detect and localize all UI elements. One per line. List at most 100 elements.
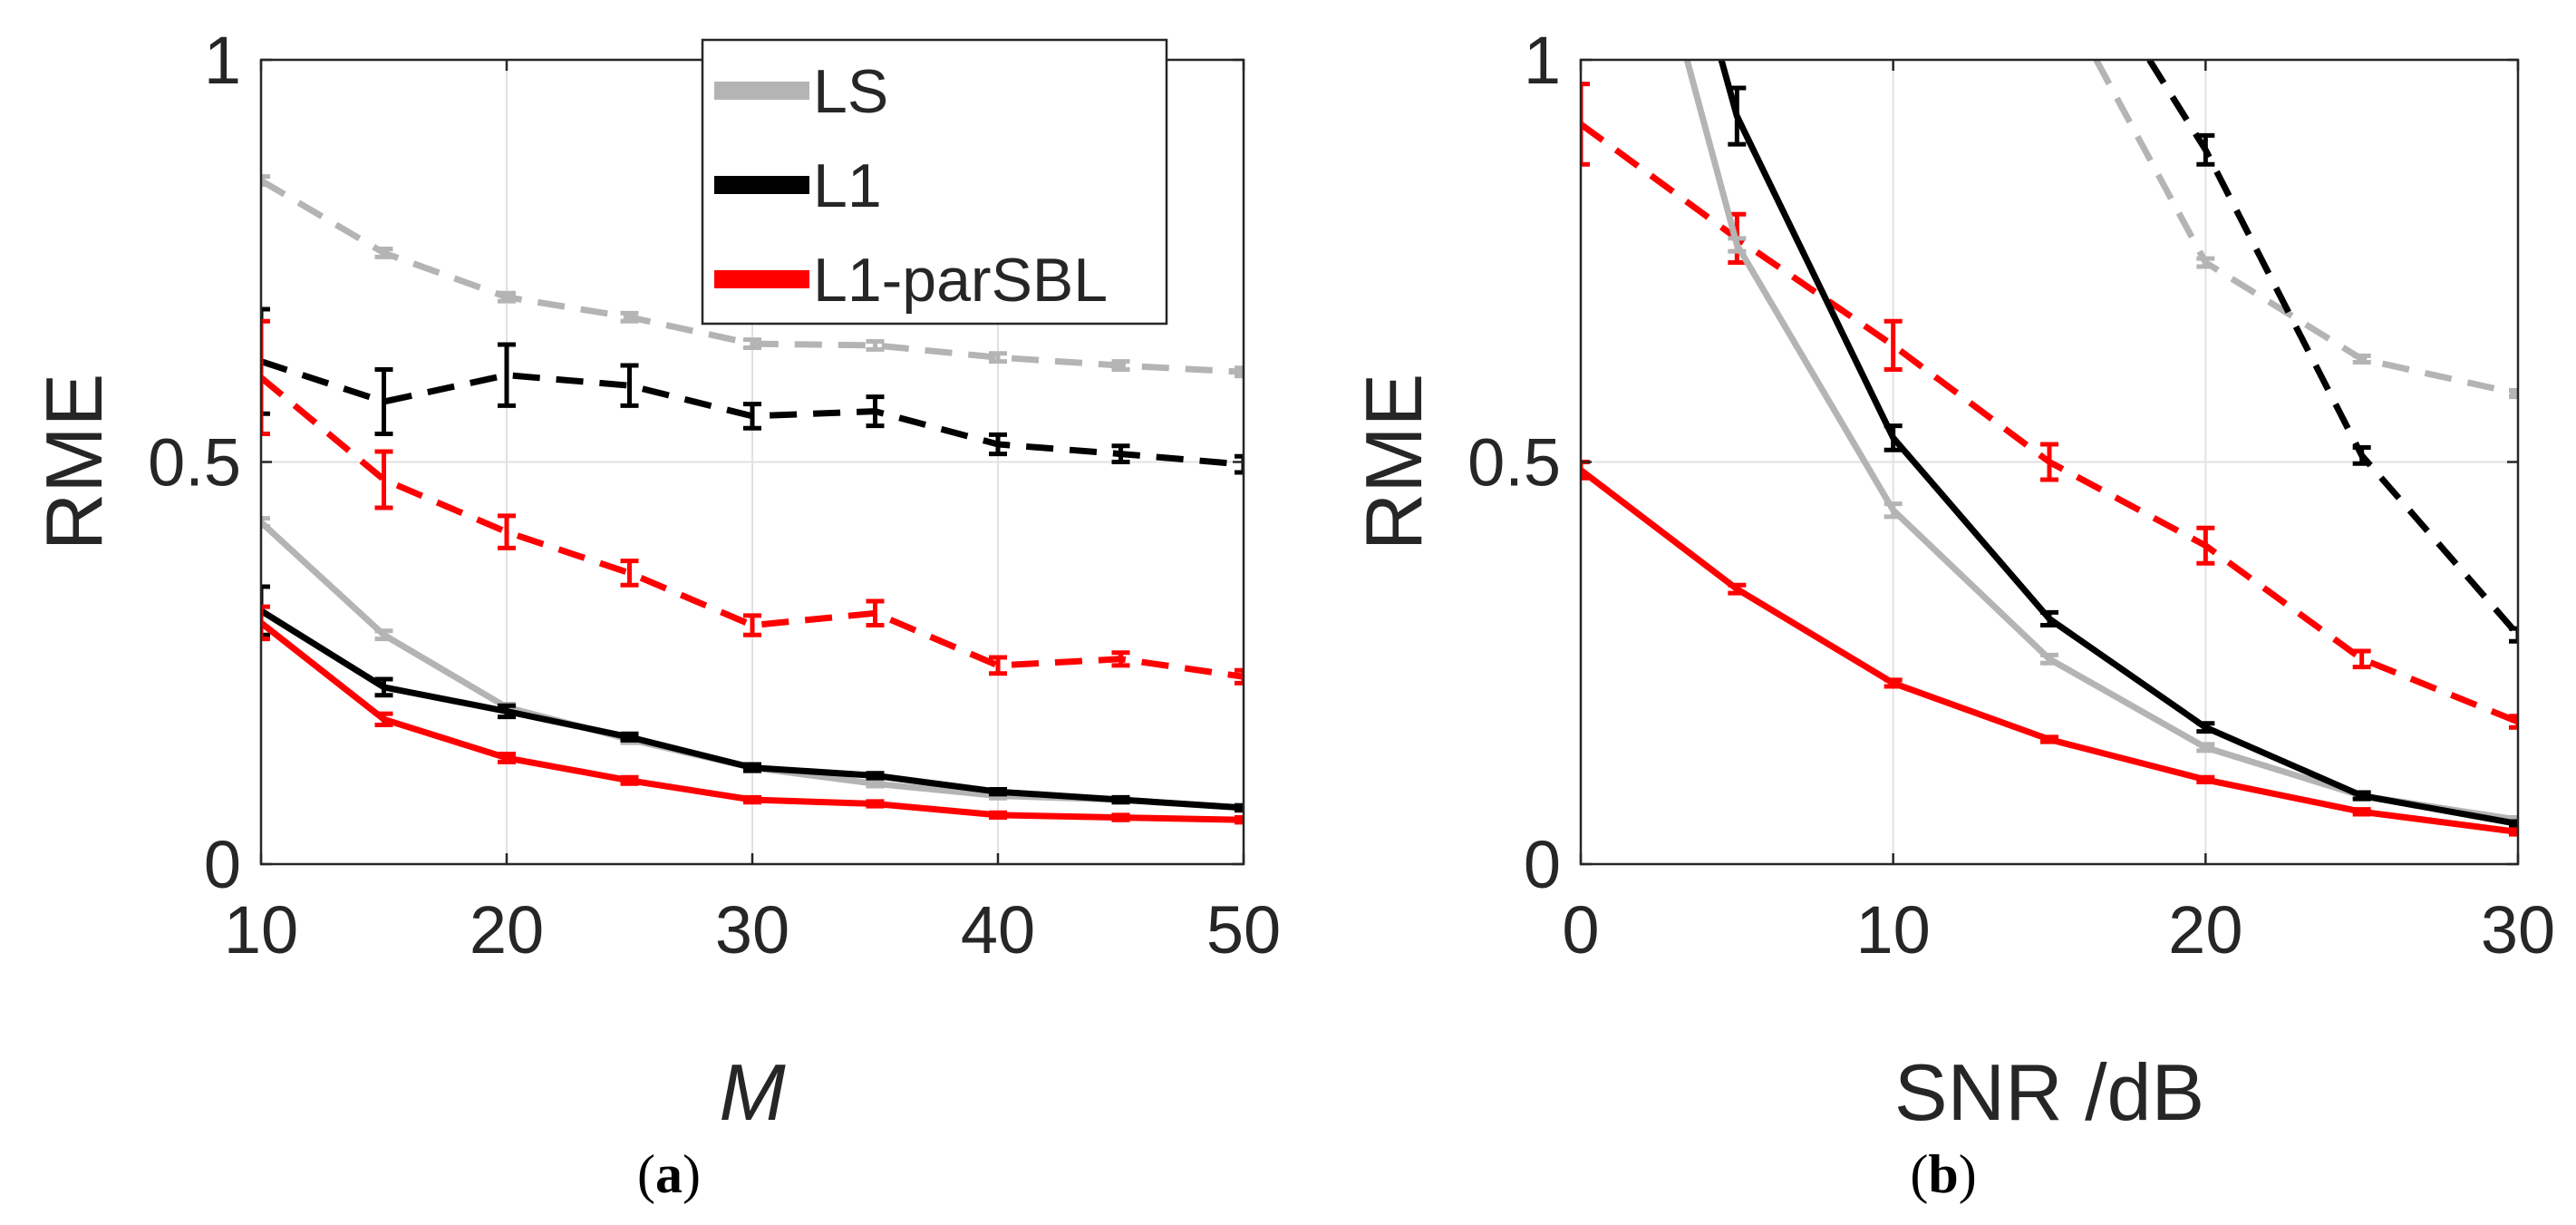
error-bar	[620, 731, 639, 743]
error-bar	[1728, 236, 1747, 254]
error-bar	[2040, 652, 2058, 666]
error-bar	[498, 342, 516, 408]
error-bar	[989, 432, 1007, 457]
error-bar	[743, 337, 761, 351]
x-tick-label: 20	[2168, 892, 2242, 967]
y-tick-label: 0.5	[1467, 425, 1561, 501]
error-bar	[2040, 609, 2058, 628]
error-bar	[2352, 445, 2371, 466]
error-bar	[866, 598, 885, 628]
error-bar	[498, 703, 516, 720]
error-bar	[261, 306, 270, 416]
error-bar	[1111, 812, 1130, 822]
series-line-l1-parsbl-solid	[1581, 467, 2518, 835]
error-bar	[2509, 388, 2518, 400]
error-bar	[989, 810, 1007, 821]
error-bar	[2509, 626, 2518, 644]
error-bar	[1884, 318, 1903, 372]
series-line-l1-dashed	[2146, 60, 2518, 637]
error-bar	[2352, 353, 2371, 365]
error-bar	[2352, 790, 2371, 802]
caption-b: (b)	[1910, 1144, 1976, 1204]
error-bar	[261, 584, 270, 637]
error-bar	[1111, 359, 1130, 372]
legend: LS L1 L1-parSBL	[701, 38, 1168, 326]
error-bar	[261, 604, 270, 642]
error-bar	[1728, 85, 1747, 147]
error-bar	[743, 794, 761, 805]
error-bar	[374, 628, 393, 642]
y-axis-label: RME	[29, 374, 119, 551]
legend-label: LS	[813, 57, 888, 126]
caption-a: (a)	[637, 1144, 701, 1204]
error-bar	[866, 799, 885, 809]
error-bar	[989, 351, 1007, 365]
error-bar	[498, 751, 516, 764]
error-bar	[743, 762, 761, 773]
error-bar	[2196, 742, 2215, 753]
error-bar	[1235, 815, 1244, 825]
error-bar	[620, 363, 639, 408]
error-bar	[1235, 667, 1244, 685]
error-bar	[866, 394, 885, 429]
error-bar	[620, 559, 639, 588]
error-bar	[1235, 453, 1244, 475]
x-tick-label: 10	[1856, 892, 1931, 967]
error-bar	[866, 779, 885, 789]
x-tick-label: 30	[2481, 892, 2555, 967]
error-bar	[989, 787, 1007, 797]
error-bar	[1235, 802, 1244, 813]
legend-label: L1-parSBL	[813, 246, 1108, 315]
error-bar	[2196, 721, 2215, 734]
error-bar	[1728, 582, 1747, 596]
x-tick-label: 20	[470, 892, 544, 967]
error-bar	[374, 246, 393, 259]
x-tick-label: 30	[715, 892, 789, 967]
y-tick-label: 1	[1524, 23, 1561, 98]
y-axis-label: RME	[1349, 374, 1438, 551]
error-bar	[620, 310, 639, 324]
x-axis-label: M	[719, 1047, 786, 1137]
error-bar	[261, 174, 270, 187]
x-axis-label: SNR /dB	[1894, 1047, 2204, 1137]
legend-label: L1	[813, 151, 882, 220]
series-line-ls-solid	[1683, 60, 2518, 823]
x-tick-label: 40	[961, 892, 1035, 967]
error-bar	[866, 771, 885, 781]
error-bar	[866, 338, 885, 352]
chart-panel-b: 0 10 20 30 0 0.5 1 SNR /dB RME	[1349, 23, 2555, 1137]
error-bar	[620, 774, 639, 786]
y-tick-label: 0	[204, 827, 241, 902]
error-bar	[2509, 714, 2518, 730]
error-bar	[1884, 677, 1903, 689]
error-bar	[2040, 734, 2058, 744]
error-bar	[374, 366, 393, 436]
y-tick-label: 1	[204, 23, 241, 98]
y-tick-label: 0.5	[148, 425, 241, 501]
error-bar	[374, 711, 393, 728]
plot-area	[1581, 60, 2518, 837]
error-bar	[2509, 827, 2518, 837]
x-tick-label: 0	[1562, 892, 1599, 967]
series-line-l1-parsbl-dashed	[261, 374, 1244, 680]
error-bar	[2352, 648, 2371, 670]
series-line-ls-dashed	[2093, 60, 2518, 397]
y-tick-label: 0	[1524, 827, 1561, 902]
series-line-l1-parsbl-dashed	[1581, 122, 2518, 725]
legend-item-ls: LS	[714, 57, 888, 126]
error-bar	[1111, 443, 1130, 464]
error-bar	[989, 655, 1007, 676]
error-bar	[2196, 256, 2215, 269]
error-bar	[2040, 442, 2058, 482]
x-tick-label: 10	[224, 892, 298, 967]
series-line-l1-solid	[1718, 60, 2518, 828]
error-bar	[1111, 794, 1130, 805]
error-bar	[1111, 650, 1130, 668]
error-bar	[374, 449, 393, 510]
error-bar	[261, 516, 270, 529]
error-bar	[2196, 525, 2215, 566]
error-bar	[2509, 819, 2518, 829]
error-bar	[498, 290, 516, 304]
error-bar	[261, 318, 270, 436]
legend-item-l1: L1	[714, 151, 882, 220]
